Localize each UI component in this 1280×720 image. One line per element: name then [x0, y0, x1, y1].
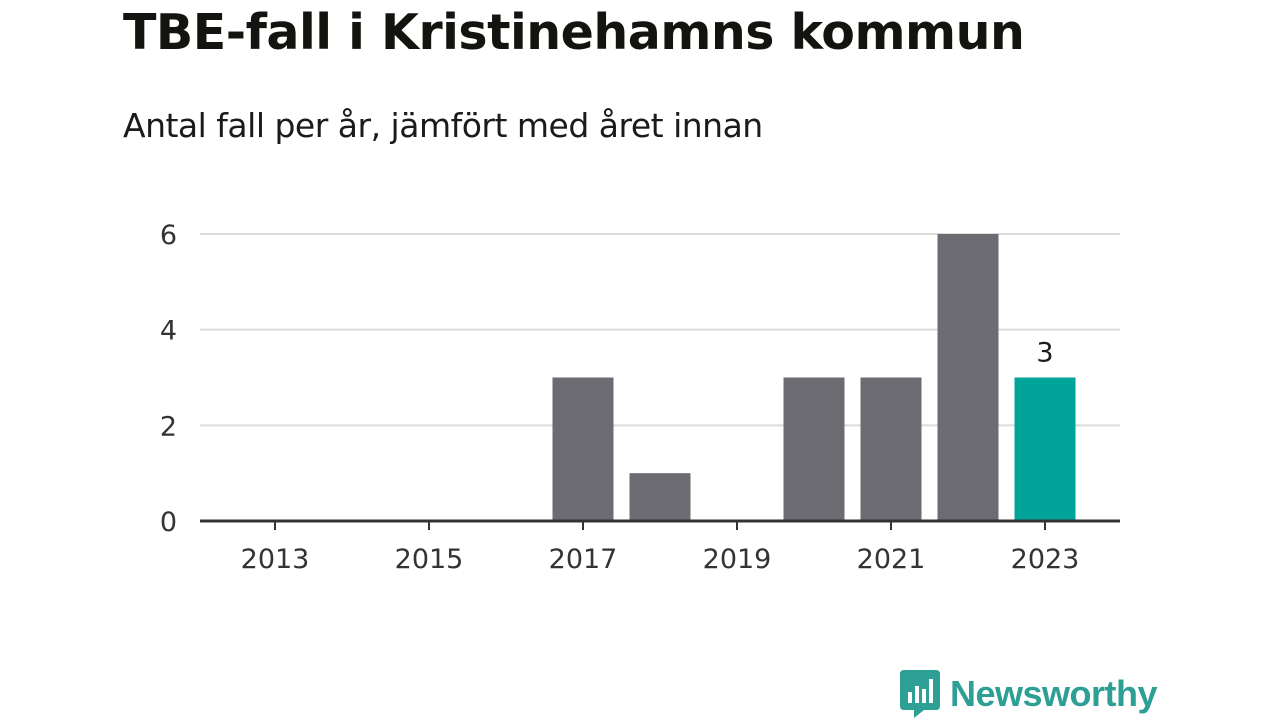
brand-logo: Newsworthy	[900, 670, 1158, 718]
bar-2023	[1014, 377, 1076, 521]
bar-2020	[783, 377, 845, 521]
bar-chart-speech-bubble-icon	[900, 670, 940, 718]
y-tick-label: 6	[160, 220, 177, 251]
x-tick-label: 2019	[703, 544, 772, 575]
bar-2018	[629, 473, 691, 521]
y-tick-label: 0	[160, 507, 177, 538]
brand-name: Newsworthy	[950, 673, 1158, 714]
bar-2022	[937, 234, 999, 521]
bar-2017	[552, 377, 614, 521]
x-tick-label: 2013	[241, 544, 310, 575]
x-tick-label: 2017	[549, 544, 618, 575]
y-tick-label: 4	[160, 316, 177, 347]
bars	[552, 234, 1076, 521]
bar-2021	[860, 377, 922, 521]
x-tick-label: 2023	[1011, 544, 1080, 575]
chart-title: TBE-fall i Kristinehamns kommun	[123, 4, 1025, 61]
data-label-2023: 3	[1036, 338, 1053, 369]
x-tick-label: 2015	[395, 544, 464, 575]
chart-subtitle: Antal fall per år, jämfört med året inna…	[123, 106, 763, 145]
y-tick-label: 2	[160, 411, 177, 442]
data-labels: 3	[1036, 338, 1053, 369]
x-tick-label: 2021	[857, 544, 926, 575]
axes: 0 2 4 6 2013 2015 2017 2019 2021 2023	[160, 220, 1120, 575]
